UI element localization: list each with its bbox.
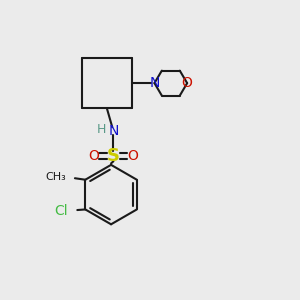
Text: CH₃: CH₃ [45,172,66,182]
Text: S: S [107,147,120,165]
Text: O: O [89,149,100,163]
Text: N: N [108,124,118,138]
Text: O: O [182,76,193,90]
Text: Cl: Cl [54,204,68,218]
Text: N: N [149,76,160,90]
Text: H: H [97,123,106,136]
Text: O: O [127,149,138,163]
